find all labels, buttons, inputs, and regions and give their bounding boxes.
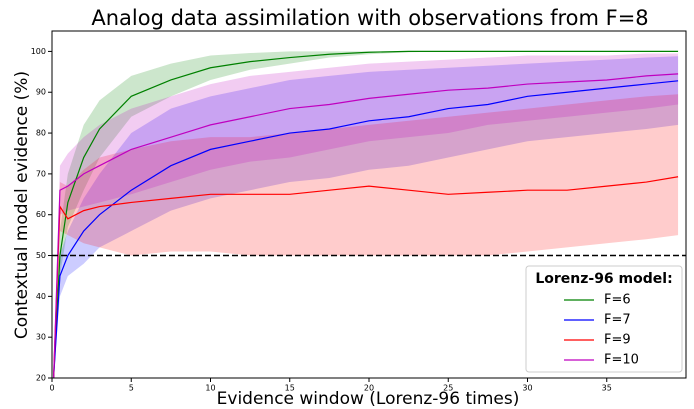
- y-tick-label: 90: [36, 88, 46, 97]
- x-tick-label: 0: [49, 384, 54, 393]
- x-tick-label: 10: [205, 384, 215, 393]
- line: [52, 80, 679, 378]
- legend-title: Lorenz-96 model:: [535, 271, 672, 287]
- band: [53, 53, 679, 378]
- x-tick-label: 5: [129, 384, 134, 393]
- legend-label: F=7: [604, 313, 631, 328]
- y-axis-label: Contextual model evidence (%): [12, 71, 32, 339]
- y-tick-label: 60: [36, 210, 46, 219]
- legend-label: F=9: [604, 333, 631, 348]
- band: [53, 94, 679, 378]
- line: [52, 73, 679, 378]
- legend-label: F=10: [604, 353, 639, 368]
- chart-title: Analog data assimilation with observatio…: [91, 6, 648, 30]
- x-axis-label: Evidence window (Lorenz-96 times): [217, 389, 520, 409]
- line: [52, 176, 679, 378]
- y-tick-label: 20: [36, 374, 46, 383]
- y-tick-label: 30: [36, 333, 46, 342]
- x-tick-label: 25: [443, 384, 453, 393]
- x-tick-label: 35: [602, 384, 612, 393]
- plot-frame: [51, 30, 687, 379]
- legend-label: F=6: [604, 293, 631, 308]
- x-tick-label: 30: [522, 384, 532, 393]
- plot: [52, 50, 679, 378]
- y-tick-label: 70: [36, 169, 46, 178]
- line: [52, 50, 679, 378]
- y-tick-label: 40: [36, 292, 46, 301]
- y-tick-label: 80: [36, 129, 46, 138]
- x-tick-label: 15: [285, 384, 295, 393]
- y-tick-label: 50: [36, 251, 46, 260]
- band: [53, 56, 679, 378]
- y-tick-label: 100: [31, 47, 46, 56]
- legend-box: [525, 265, 683, 373]
- x-tick-label: 20: [364, 384, 374, 393]
